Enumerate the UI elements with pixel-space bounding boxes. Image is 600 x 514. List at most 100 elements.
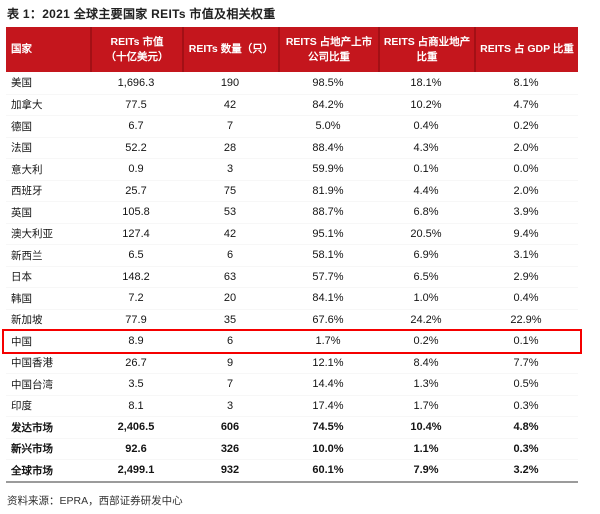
cell-pct-listed-re: 88.4%	[312, 141, 344, 154]
cell-country: 全球市场	[11, 464, 53, 477]
cell-count: 3	[226, 163, 234, 176]
cell-country: 印度	[11, 400, 32, 413]
cell-country: 发达市场	[11, 421, 53, 434]
cell-pct-gdp: 2.9%	[513, 270, 539, 283]
cell-market-cap: 3.5	[128, 378, 144, 391]
cell-country: 中国台湾	[11, 378, 53, 391]
table-row: 日本 148.2 63 57.7% 6.5% 2.9%	[6, 265, 578, 288]
reits-table: 国家 REITs 市值 （十亿美元） REITs 数量（只） REITS 占地产…	[2, 27, 582, 483]
cell-market-cap: 6.5	[128, 249, 144, 262]
cell-market-cap: 1,696.3	[117, 76, 155, 89]
header-line: REITS 占 GDP 比重	[480, 43, 574, 55]
table-row: 中国台湾 3.5 7 14.4% 1.3% 0.5%	[6, 373, 578, 395]
cell-pct-commercial-re: 4.3%	[413, 141, 439, 154]
cell-pct-gdp: 2.0%	[513, 141, 539, 154]
cell-pct-listed-re: 5.0%	[315, 120, 341, 133]
header-country: 国家	[6, 27, 90, 72]
cell-pct-commercial-re: 6.5%	[413, 270, 439, 283]
cell-pct-commercial-re: 10.4%	[410, 421, 442, 434]
cell-pct-listed-re: 58.1%	[312, 249, 344, 262]
table-title: 表 1：2021 全球主要国家 REITs 市值及相关权重	[7, 7, 276, 21]
cell-country: 韩国	[11, 292, 32, 305]
cell-pct-gdp: 4.7%	[513, 98, 539, 111]
cell-pct-listed-re: 14.4%	[312, 378, 344, 391]
table-row: 韩国 7.2 20 84.1% 1.0% 0.4%	[6, 287, 578, 309]
table-row-emerging-markets: 新兴市场 92.6 326 10.0% 1.1% 0.3%	[6, 437, 578, 460]
table-row-china-highlighted: 中国 8.9 6 1.7% 0.2% 0.1%	[2, 329, 582, 354]
cell-country: 法国	[11, 142, 32, 155]
cell-pct-listed-re: 59.9%	[312, 163, 344, 176]
cell-pct-gdp: 0.1%	[513, 335, 539, 348]
cell-count: 20	[223, 292, 237, 305]
table-row: 德国 6.7 7 5.0% 0.4% 0.2%	[6, 115, 578, 137]
cell-pct-gdp: 3.9%	[513, 206, 539, 219]
cell-pct-gdp: 0.3%	[513, 399, 539, 412]
cell-pct-gdp: 8.1%	[513, 76, 539, 89]
cell-pct-gdp: 3.2%	[513, 464, 539, 477]
cell-pct-commercial-re: 0.1%	[413, 163, 439, 176]
cell-pct-listed-re: 12.1%	[312, 356, 344, 369]
cell-pct-gdp: 22.9%	[510, 313, 542, 326]
cell-country: 澳大利亚	[11, 228, 53, 241]
cell-country: 德国	[11, 120, 32, 133]
cell-count: 53	[223, 206, 237, 219]
table-row: 中国香港 26.7 9 12.1% 8.4% 7.7%	[6, 351, 578, 374]
cell-count: 326	[220, 442, 240, 455]
cell-market-cap: 2,406.5	[117, 421, 155, 434]
cell-count: 7	[226, 120, 234, 133]
cell-market-cap: 2,499.1	[117, 464, 155, 477]
cell-pct-gdp: 0.5%	[513, 378, 539, 391]
cell-count: 35	[223, 313, 237, 326]
cell-pct-commercial-re: 1.7%	[413, 399, 439, 412]
cell-pct-commercial-re: 6.8%	[413, 206, 439, 219]
cell-pct-commercial-re: 24.2%	[410, 313, 442, 326]
header-count: REITs 数量（只）	[182, 27, 278, 72]
table-row: 加拿大 77.5 42 84.2% 10.2% 4.7%	[6, 93, 578, 116]
cell-pct-listed-re: 84.2%	[312, 98, 344, 111]
cell-market-cap: 8.9	[128, 335, 144, 348]
header-market-cap: REITs 市值 （十亿美元）	[90, 27, 182, 72]
cell-country: 加拿大	[11, 99, 43, 112]
cell-country: 新兴市场	[11, 443, 53, 456]
cell-count: 9	[226, 356, 234, 369]
cell-pct-commercial-re: 7.9%	[413, 464, 439, 477]
cell-pct-listed-re: 57.7%	[312, 270, 344, 283]
cell-count: 42	[223, 98, 237, 111]
header-line: 公司比重	[308, 50, 350, 63]
cell-market-cap: 77.5	[125, 98, 147, 111]
header-pct-listed-re: REITS 占地产上市 公司比重	[278, 27, 378, 72]
cell-pct-listed-re: 95.1%	[312, 227, 344, 240]
cell-count: 3	[226, 399, 234, 412]
cell-count: 28	[223, 141, 237, 154]
table-row: 美国 1,696.3 190 98.5% 18.1% 8.1%	[6, 72, 578, 94]
cell-count: 63	[223, 270, 237, 283]
cell-market-cap: 105.8	[122, 206, 150, 219]
table-body: 美国 1,696.3 190 98.5% 18.1% 8.1% 加拿大 77.5…	[2, 72, 582, 483]
cell-pct-listed-re: 60.1%	[312, 464, 344, 477]
cell-count: 6	[226, 335, 234, 348]
cell-count: 7	[226, 378, 234, 391]
cell-country: 西班牙	[11, 185, 43, 198]
header-line: REITs 市值	[110, 35, 164, 48]
cell-pct-commercial-re: 1.3%	[413, 378, 439, 391]
table-row: 新西兰 6.5 6 58.1% 6.9% 3.1%	[6, 244, 578, 266]
cell-pct-listed-re: 10.0%	[312, 442, 344, 455]
table-row: 西班牙 25.7 75 81.9% 4.4% 2.0%	[6, 179, 578, 202]
header-pct-commercial-re: REITS 占商业地产 比重	[378, 27, 474, 72]
cell-country: 意大利	[11, 163, 43, 176]
cell-pct-commercial-re: 18.1%	[410, 76, 442, 89]
cell-market-cap: 8.1	[128, 399, 144, 412]
cell-pct-listed-re: 88.7%	[312, 206, 344, 219]
cell-country: 新加坡	[11, 314, 43, 327]
header-pct-gdp: REITS 占 GDP 比重	[474, 27, 578, 72]
cell-pct-commercial-re: 6.9%	[413, 249, 439, 262]
table-row: 印度 8.1 3 17.4% 1.7% 0.3%	[6, 394, 578, 417]
cell-count: 190	[220, 76, 240, 89]
cell-pct-gdp: 2.0%	[513, 184, 539, 197]
cell-market-cap: 148.2	[122, 270, 150, 283]
cell-country: 新西兰	[11, 249, 43, 262]
cell-pct-listed-re: 17.4%	[312, 399, 344, 412]
table-row-developed-markets: 发达市场 2,406.5 606 74.5% 10.4% 4.8%	[6, 416, 578, 438]
cell-pct-gdp: 4.8%	[513, 421, 539, 434]
cell-country: 英国	[11, 206, 32, 219]
